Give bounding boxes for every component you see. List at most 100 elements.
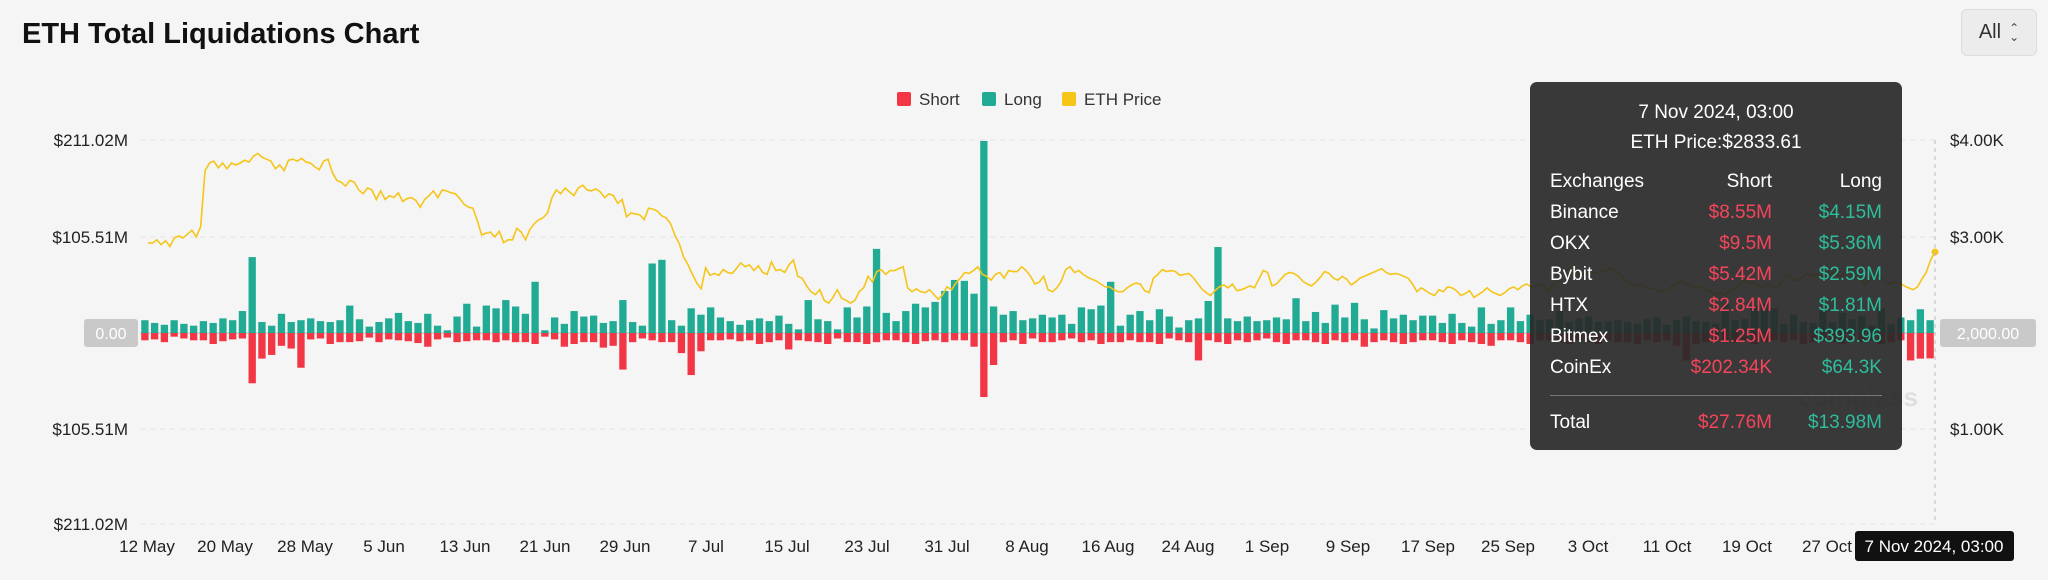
long-bar: [1155, 309, 1164, 333]
short-bar: [1107, 333, 1115, 343]
x-tick-label: 27 Oct: [1802, 537, 1852, 556]
short-bar: [1009, 333, 1017, 341]
long-bar: [1926, 320, 1934, 333]
short-bar: [1272, 333, 1281, 343]
long-bar: [902, 311, 910, 333]
long-bar: [1916, 309, 1925, 333]
short-bar: [931, 333, 939, 341]
short-bar: [1906, 333, 1915, 361]
short-bar: [1409, 333, 1417, 343]
range-select[interactable]: All ⌃ ⌄: [1961, 9, 2037, 56]
y-left-tick-label: $105.51M: [52, 420, 128, 439]
long-bar: [1282, 319, 1290, 333]
tooltip-row: CoinEx $202.34K $64.3K: [1550, 352, 1882, 383]
long-bar: [1019, 320, 1027, 333]
short-bar: [404, 333, 412, 342]
short-bar: [648, 333, 656, 341]
short-bar: [843, 333, 851, 343]
short-bar: [1380, 333, 1388, 341]
short-bar: [794, 333, 803, 341]
long-bar: [1477, 307, 1486, 333]
tooltip-exchange: OKX: [1550, 232, 1591, 254]
long-bar: [365, 326, 373, 333]
short-bar: [1360, 333, 1368, 347]
long-bar: [248, 257, 256, 333]
long-bar: [1516, 321, 1525, 333]
long-bar: [960, 280, 968, 333]
short-bar: [160, 333, 169, 343]
long-bar: [1467, 326, 1476, 333]
long-bar: [628, 322, 637, 333]
long-bar: [726, 321, 734, 333]
short-bar: [375, 333, 383, 343]
tooltip-short-value: $8.55M: [1708, 201, 1772, 223]
long-bar: [1448, 313, 1456, 333]
short-bar: [1467, 333, 1476, 343]
short-bar: [1399, 333, 1407, 344]
short-bar: [970, 333, 978, 347]
tooltip-long-value: $2.59M: [1818, 263, 1882, 285]
legend-swatch-long: [982, 92, 996, 106]
short-bar: [1458, 333, 1466, 341]
long-bar: [980, 140, 988, 333]
short-bar: [638, 333, 647, 339]
short-bar: [502, 333, 510, 341]
short-bar: [628, 333, 637, 343]
long-bar: [424, 313, 432, 333]
long-bar: [150, 322, 159, 333]
short-bar: [1292, 333, 1300, 341]
tooltip-row: OKX $9.5M $5.36M: [1550, 228, 1882, 259]
short-bar: [1438, 333, 1447, 343]
tooltip-date: 7 Nov 2024, 03:00: [1638, 102, 1794, 123]
long-bar: [736, 324, 744, 333]
short-bar: [580, 333, 588, 343]
short-bar: [697, 333, 705, 352]
short-bar: [1428, 333, 1437, 341]
page-title: ETH Total Liquidations Chart: [22, 18, 420, 50]
long-bar: [550, 317, 559, 333]
y-left-tick-label: 0.00: [95, 326, 126, 343]
long-bar: [1067, 323, 1076, 333]
short-bar: [599, 333, 608, 348]
short-bar: [1419, 333, 1427, 341]
long-bar: [1253, 321, 1261, 333]
long-bar: [668, 320, 676, 333]
x-tick-label: 24 Aug: [1162, 537, 1215, 556]
long-bar: [1224, 318, 1232, 333]
long-bar: [882, 312, 890, 333]
short-bar: [1477, 333, 1486, 344]
x-tick-label: 9 Sep: [1326, 537, 1370, 556]
short-bar: [921, 333, 929, 342]
long-bar: [804, 300, 812, 333]
short-bar: [1077, 333, 1086, 343]
long-bar: [1175, 327, 1183, 333]
long-bar: [1292, 298, 1300, 333]
long-bar: [199, 321, 208, 333]
long-bar: [1458, 322, 1466, 333]
short-bar: [1067, 333, 1076, 339]
short-bar: [1204, 333, 1212, 341]
short-bar: [560, 333, 569, 347]
tooltip-exchange: Bybit: [1550, 263, 1593, 285]
x-tick-label: 31 Jul: [924, 537, 969, 556]
chevron-updown-icon: ⌃ ⌄: [2009, 20, 2020, 44]
long-bar: [931, 301, 939, 333]
long-bar: [463, 303, 471, 333]
x-tick-label: 29 Jun: [599, 537, 650, 556]
short-bar: [746, 333, 754, 341]
short-bar: [911, 333, 920, 344]
long-bar: [1302, 321, 1310, 333]
short-bar: [687, 333, 695, 376]
short-bar: [463, 333, 471, 342]
long-bar: [404, 321, 412, 333]
short-bar: [960, 333, 968, 341]
short-bar: [999, 333, 1008, 343]
long-bar: [258, 322, 266, 333]
short-bar: [190, 333, 198, 341]
short-bar: [1155, 333, 1164, 344]
short-bar: [170, 333, 178, 337]
long-bar: [394, 312, 403, 333]
tooltip-long-value: $64.3K: [1821, 356, 1882, 378]
long-bar: [1419, 315, 1427, 333]
long-bar: [1906, 320, 1915, 333]
